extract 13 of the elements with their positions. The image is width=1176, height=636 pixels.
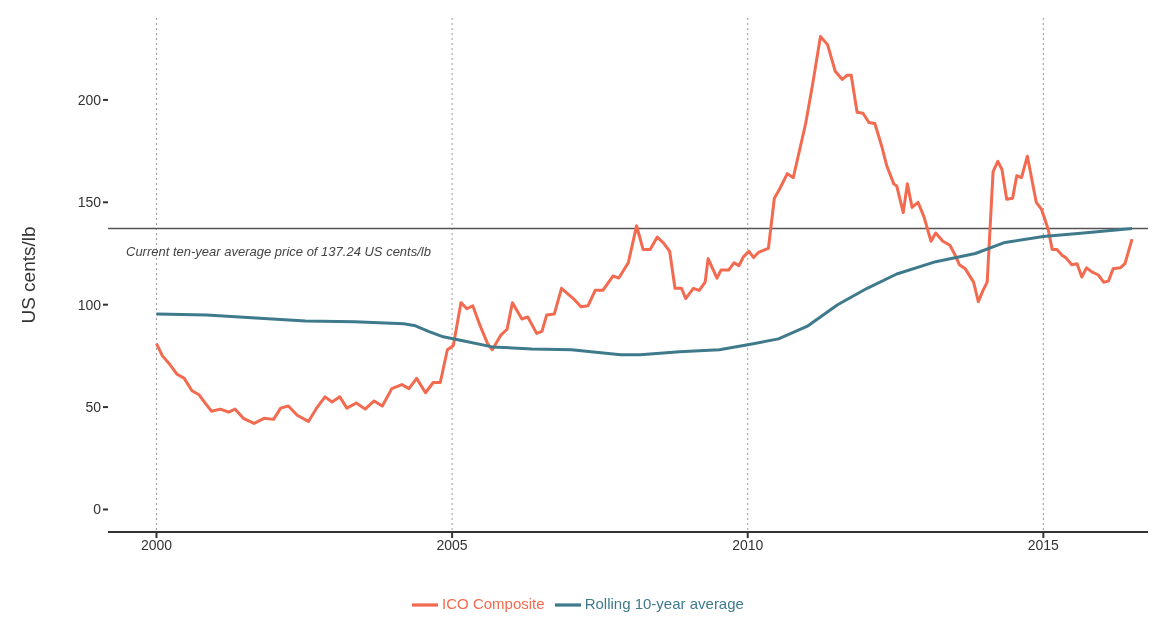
y-tick-label: 50: [85, 399, 102, 416]
y-tick-label: 200: [77, 91, 102, 108]
x-tick-label: 2010: [732, 536, 764, 553]
y-tick-label: 150: [77, 194, 102, 211]
y-tick-label: 0: [93, 501, 102, 518]
x-tick-label: 2000: [140, 536, 173, 553]
y-axis-title: US cents/lb: [17, 226, 39, 324]
legend-label: ICO Composite: [442, 594, 545, 612]
x-tick-label: 2005: [436, 536, 468, 553]
x-tick-label: 2015: [1027, 536, 1060, 553]
y-tick-label: 100: [77, 296, 102, 313]
legend-label: Rolling 10-year average: [584, 594, 744, 612]
ref-line-label: Current ten-year average price of 137.24 US cents/lb: [126, 243, 431, 259]
